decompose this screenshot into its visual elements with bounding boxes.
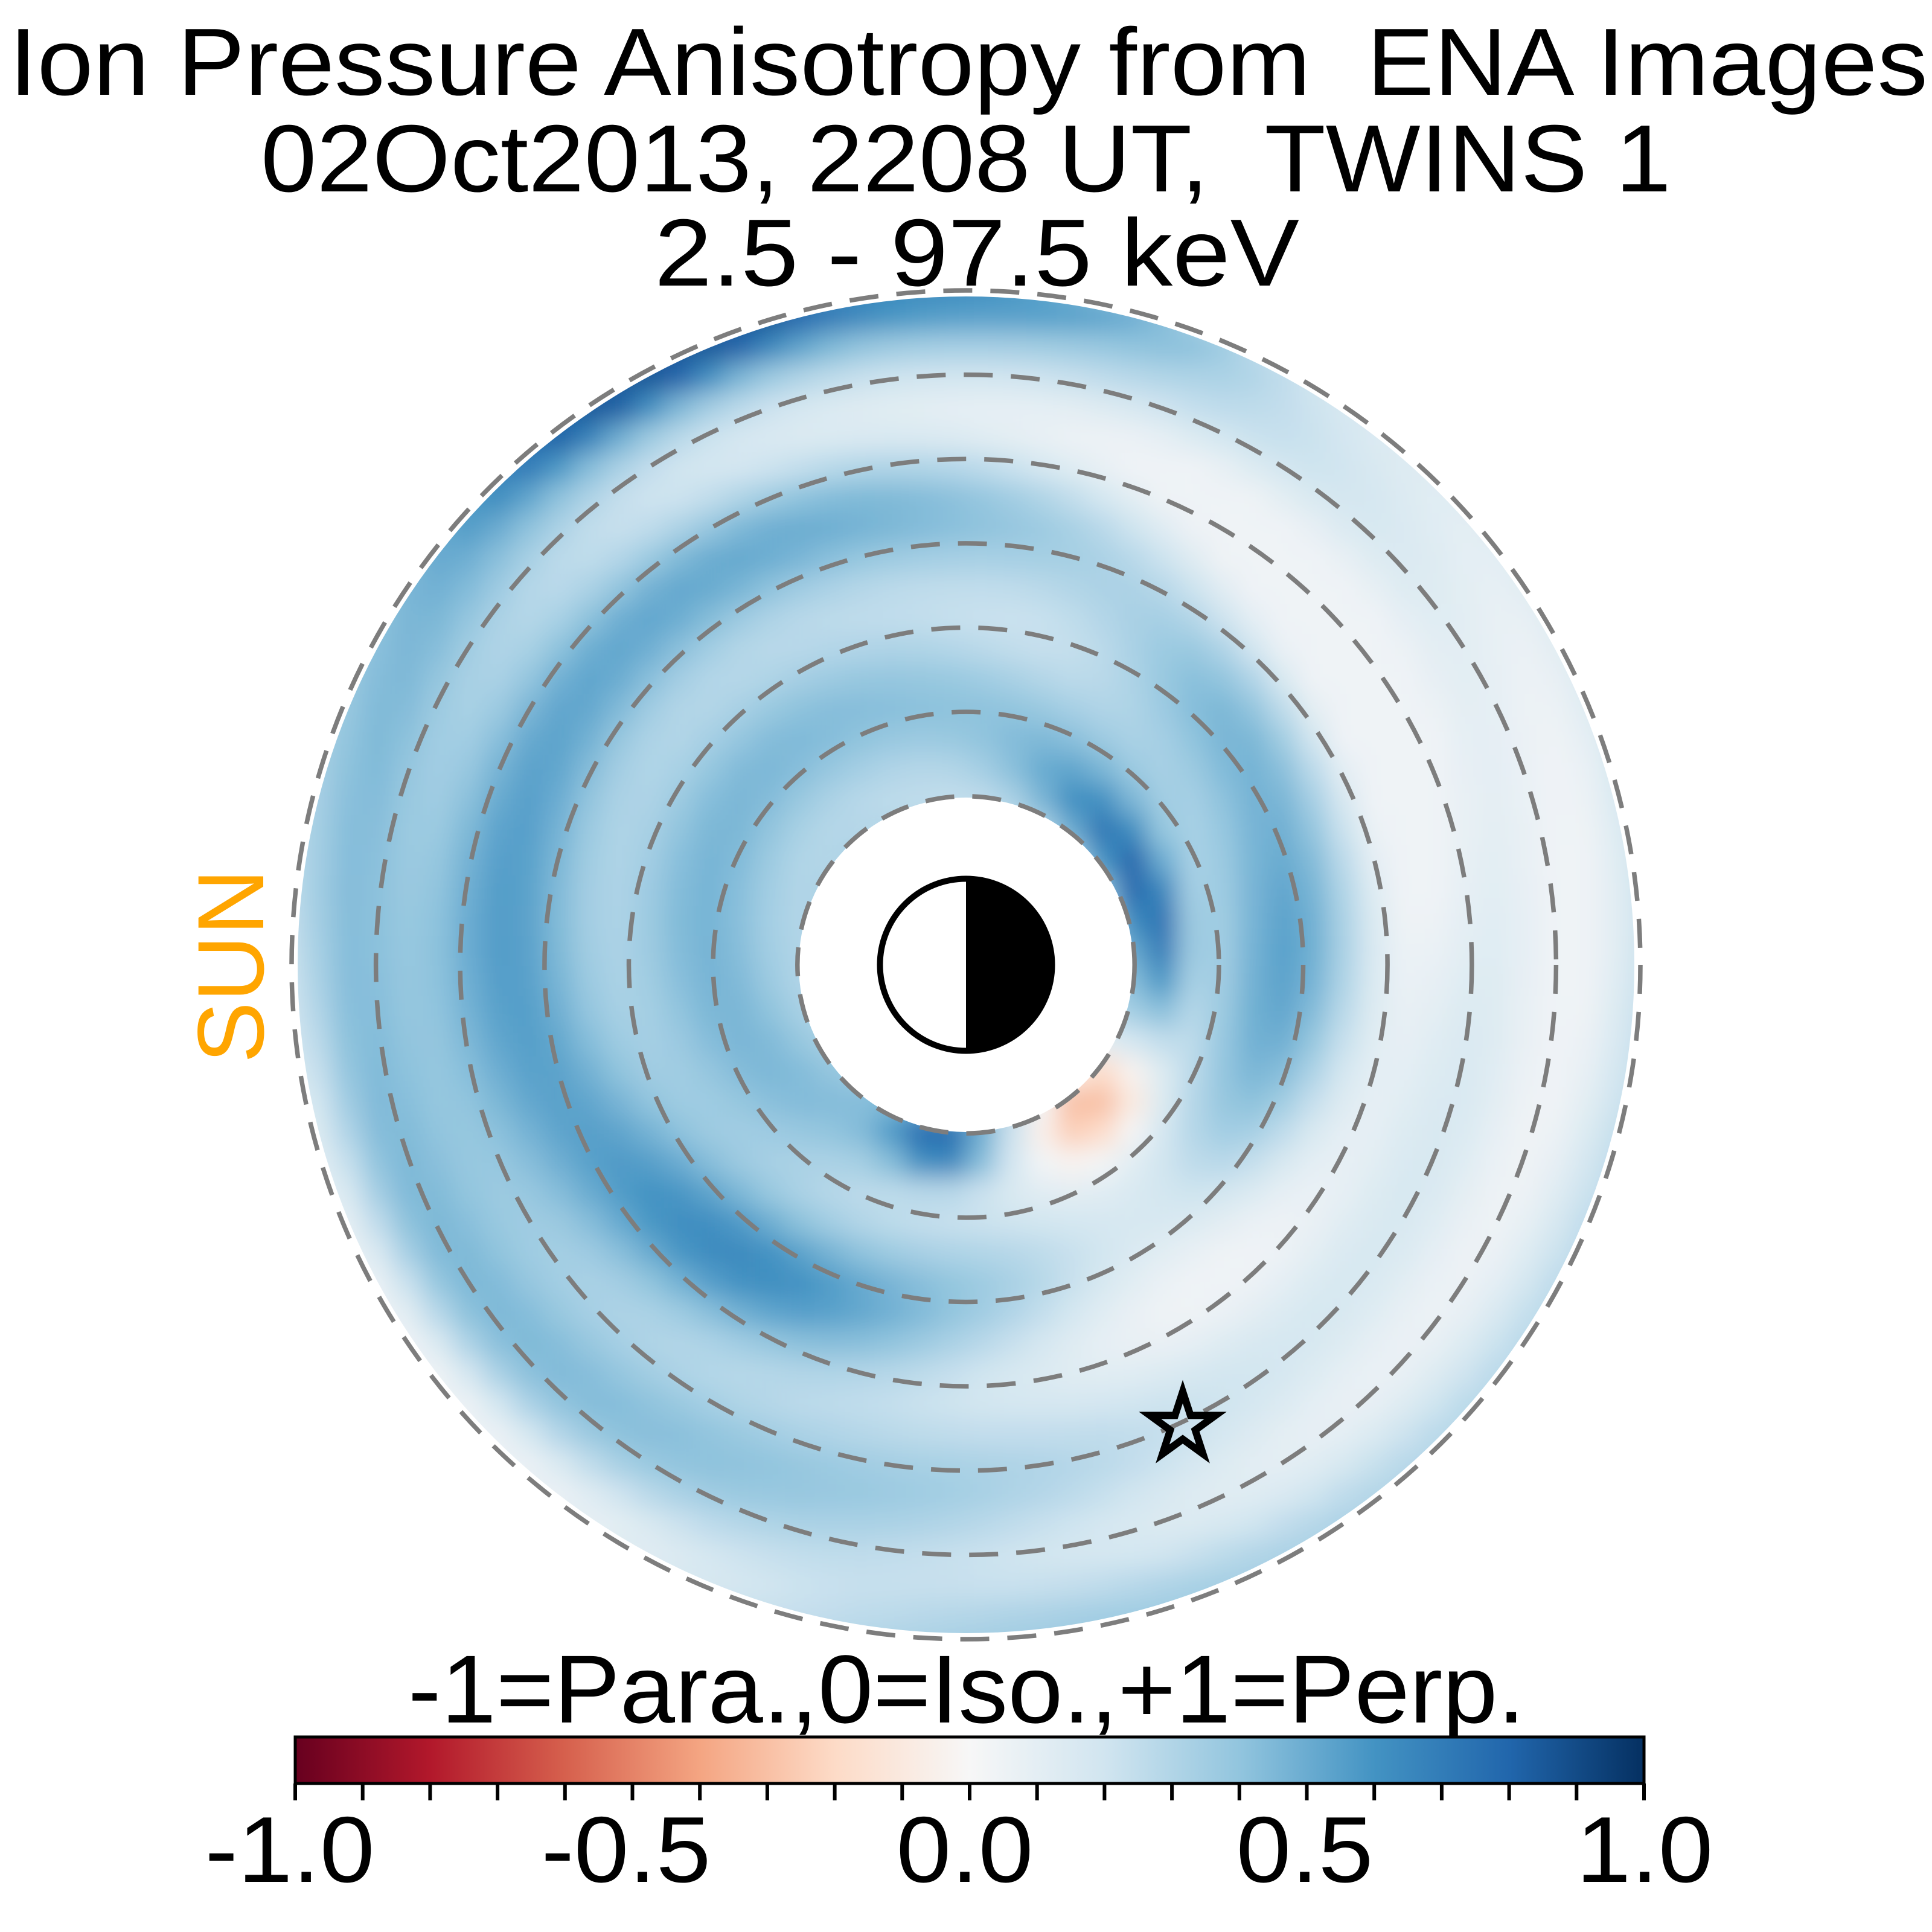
- svg-text:1.0: 1.0: [1576, 1797, 1713, 1902]
- svg-text:02Oct2013, 2208 UT, TWINS 1: 02Oct2013, 2208 UT, TWINS 1: [261, 106, 1671, 212]
- svg-text:Ion Pressure Anisotropy from: Ion Pressure Anisotropy from ENA Images: [9, 9, 1928, 115]
- svg-text:-1.0: -1.0: [205, 1797, 375, 1902]
- svg-text:SUN: SUN: [179, 869, 284, 1063]
- svg-text:-0.5: -0.5: [542, 1797, 711, 1902]
- svg-text:0.5: 0.5: [1236, 1797, 1374, 1902]
- svg-text:2.5 - 97.5 keV: 2.5 - 97.5 keV: [654, 200, 1299, 306]
- svg-text:0.0: 0.0: [897, 1797, 1034, 1902]
- svg-text:-1=Para.,0=Iso.,+1=Perp.: -1=Para.,0=Iso.,+1=Perp.: [408, 1635, 1525, 1743]
